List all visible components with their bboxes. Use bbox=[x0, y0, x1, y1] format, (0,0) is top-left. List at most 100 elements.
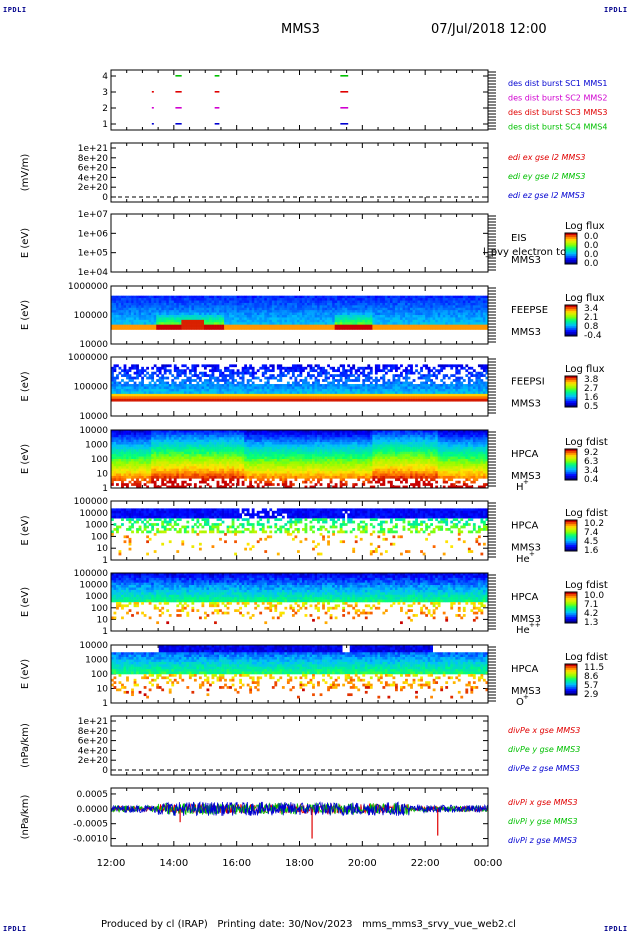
spectrogram-cell bbox=[209, 396, 212, 400]
spectrogram-cell bbox=[163, 381, 167, 385]
spectrogram-cell bbox=[475, 391, 479, 395]
spectrogram-cell bbox=[206, 317, 210, 321]
spectrogram-cell bbox=[415, 369, 418, 373]
eis-colorbar-cell bbox=[565, 234, 577, 238]
spectrogram-cell bbox=[452, 317, 456, 321]
spectrogram-cell bbox=[294, 386, 298, 390]
spectrogram-cell bbox=[143, 388, 147, 392]
spectrogram-cell bbox=[206, 398, 210, 402]
spectrogram-cell bbox=[344, 371, 348, 375]
spectrogram-cell bbox=[445, 295, 449, 299]
spectrogram-cell bbox=[121, 480, 124, 484]
spectrogram-cell bbox=[198, 324, 202, 328]
spectrogram-cell bbox=[284, 324, 288, 328]
spectrogram-cell bbox=[415, 364, 418, 368]
spectrogram-cell bbox=[334, 317, 338, 321]
spectrogram-cell bbox=[168, 386, 172, 390]
spectrogram-cell bbox=[344, 310, 348, 313]
spectrogram-cell bbox=[364, 386, 368, 390]
burst-segment bbox=[175, 91, 182, 93]
spectrogram-cell bbox=[465, 322, 469, 325]
spectrogram-cell bbox=[111, 315, 114, 318]
spectrogram-cell bbox=[151, 396, 155, 400]
spectrogram-cell bbox=[455, 295, 459, 299]
spectrogram-cell bbox=[332, 302, 335, 306]
spectrogram-cell bbox=[203, 298, 207, 301]
spectrogram-cell bbox=[432, 305, 436, 309]
spectrogram-cell bbox=[349, 371, 353, 375]
spectrogram-cell bbox=[133, 315, 137, 318]
spectrogram-cell bbox=[183, 312, 187, 316]
spectrogram-cell bbox=[131, 449, 134, 453]
spectrogram-cell bbox=[427, 319, 431, 323]
spectrogram-cell bbox=[389, 369, 393, 373]
spectrogram-cell bbox=[397, 396, 401, 400]
spectrogram-cell bbox=[118, 310, 122, 313]
spectrogram-cell bbox=[450, 386, 454, 390]
spectrogram-cell bbox=[475, 307, 479, 311]
spectrogram-cell bbox=[296, 298, 300, 301]
spectrogram-cell bbox=[211, 298, 215, 301]
spectrogram-cell bbox=[128, 374, 132, 377]
spectrogram-cell bbox=[226, 307, 230, 311]
spectrogram-cell bbox=[332, 327, 335, 330]
spectrogram-cell bbox=[193, 388, 197, 392]
spectrogram-cell bbox=[309, 327, 313, 330]
spectrogram-cell bbox=[347, 374, 351, 377]
spectrogram-cell bbox=[467, 310, 471, 313]
spectrogram-cell bbox=[279, 374, 283, 377]
spectrogram-cell bbox=[264, 317, 268, 321]
spectrogram-cell bbox=[153, 310, 157, 313]
spectrogram-cell bbox=[246, 315, 250, 318]
spectrogram-cell bbox=[246, 305, 250, 309]
spectrogram-cell bbox=[241, 376, 245, 380]
spectrogram-cell bbox=[113, 461, 117, 465]
spectrogram-cell bbox=[216, 379, 220, 382]
spectrogram-cell bbox=[116, 434, 119, 438]
spectrogram-cell bbox=[229, 327, 232, 330]
spectrogram-cell bbox=[249, 393, 253, 397]
spectrogram-cell bbox=[249, 295, 253, 299]
spectrogram-cell bbox=[460, 376, 464, 380]
spectrogram-cell bbox=[354, 384, 358, 387]
spectrogram-cell bbox=[472, 327, 476, 330]
spectrogram-cell bbox=[206, 384, 210, 387]
spectrogram-cell bbox=[133, 295, 137, 299]
spectrogram-cell bbox=[312, 300, 315, 304]
spectrogram-cell bbox=[354, 302, 358, 306]
spectrogram-cell bbox=[176, 319, 180, 323]
spectrogram-cell bbox=[201, 300, 205, 304]
spectrogram-cell bbox=[410, 386, 413, 390]
spectrogram-cell bbox=[186, 300, 190, 304]
spectrogram-cell bbox=[395, 384, 398, 387]
spectrogram-cell bbox=[198, 391, 202, 395]
spectrogram-cell bbox=[173, 305, 177, 309]
spectrogram-cell bbox=[392, 300, 396, 304]
spectrogram-cell bbox=[161, 319, 165, 323]
spectrogram-cell bbox=[231, 305, 235, 309]
spectrogram-cell bbox=[231, 379, 235, 382]
spectrogram-cell bbox=[123, 386, 127, 390]
spectrogram-cell bbox=[430, 307, 433, 311]
spectrogram-cell bbox=[412, 322, 416, 325]
spectrogram-cell bbox=[460, 398, 464, 402]
spectrogram-cell bbox=[294, 305, 298, 309]
spectrogram-cell bbox=[241, 369, 245, 373]
spectrogram-cell bbox=[387, 381, 391, 385]
eis-colorbar-title: Log flux bbox=[565, 221, 605, 232]
spectrogram-cell bbox=[203, 305, 207, 309]
hpca-h-colorbar-tick: 3.4 bbox=[584, 466, 599, 476]
spectrogram-cell bbox=[387, 300, 391, 304]
spectrogram-cell bbox=[377, 307, 381, 311]
spectrogram-cell bbox=[427, 398, 431, 402]
spectrogram-cell bbox=[281, 302, 285, 306]
spectrogram-cell bbox=[307, 322, 310, 325]
spectrogram-cell bbox=[209, 324, 212, 328]
spectrogram-cell bbox=[477, 381, 481, 385]
spectrogram-cell bbox=[193, 317, 197, 321]
spectrogram-cell bbox=[339, 312, 343, 316]
spectrogram-cell bbox=[392, 379, 396, 382]
spectrogram-cell bbox=[136, 364, 139, 368]
spectrogram-cell bbox=[480, 388, 484, 392]
spectrogram-cell bbox=[111, 461, 114, 465]
